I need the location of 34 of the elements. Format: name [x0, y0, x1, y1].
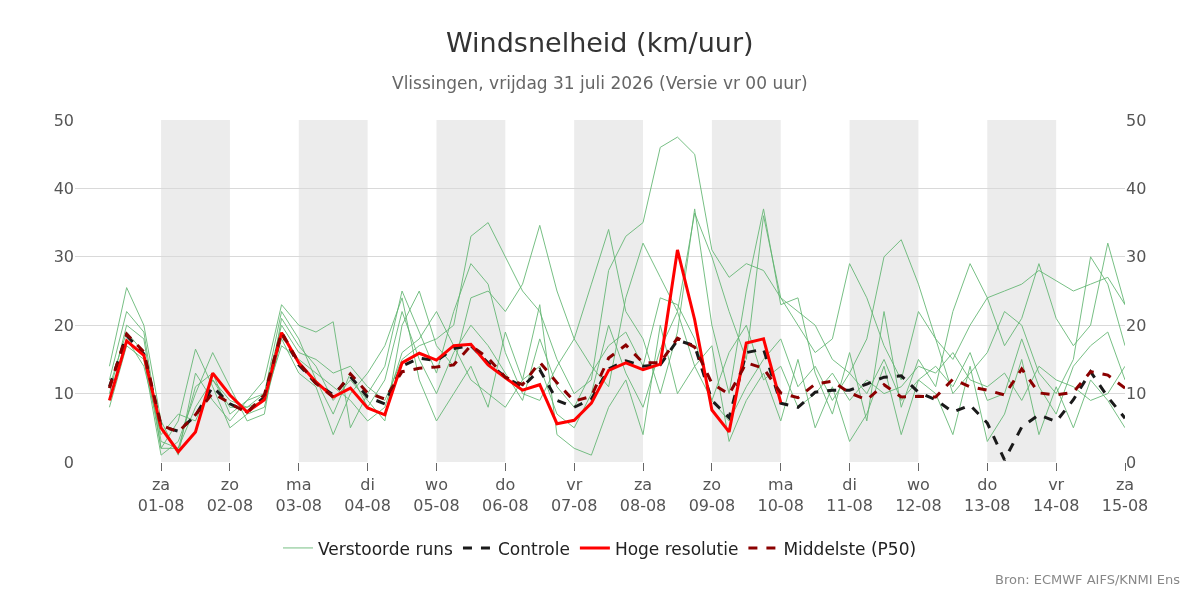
legend-label: Verstoorde runs [318, 538, 453, 559]
x-tick-label: zo 09-08 [688, 475, 736, 515]
x-tick-label: vr 07-08 [550, 475, 598, 515]
y2-tick-label: 40 [1126, 179, 1147, 198]
x-tick-label: za 15-08 [1101, 475, 1149, 515]
legend-label: Hoge resolutie [614, 538, 739, 559]
y2-tick-label: 10 [1126, 384, 1147, 404]
x-tick-label: ma 03-08 [275, 475, 323, 515]
y-tick-label: 30 [53, 247, 74, 267]
y-tick-label: 50 [53, 110, 74, 130]
x-tick-label: do 13-08 [964, 475, 1011, 515]
chart-title: Windsnelheid (km/uur) [446, 27, 754, 58]
legend-label: Controle [497, 538, 570, 559]
x-tick-label: wo 05-08 [413, 475, 460, 515]
x-tick-label: wo 12-08 [895, 475, 942, 515]
legend-label: Middelste (P50) [783, 538, 917, 559]
text: Bron: ECMWF AIFS/KNMI Ens [995, 572, 1181, 587]
y-tick-label: 10 [53, 384, 74, 404]
y2-tick-label: 20 [1126, 315, 1147, 335]
y2-tick-label: 0 [1126, 452, 1137, 472]
x-tick-label: za 08-08 [619, 475, 667, 515]
y-tick-label: 40 [53, 179, 74, 198]
x-tick-label: di 04-08 [344, 475, 391, 515]
chart-subtitle: Vlissingen, vrijdag 31 juli 2026 (Versie vr 00 uur) [392, 73, 808, 93]
x-tick-label: zo 02-08 [206, 475, 254, 515]
x-tick-label: do 06-08 [482, 475, 529, 515]
y2-tick-label: 50 [1126, 110, 1147, 130]
x-tick-label: di 11-08 [826, 475, 873, 515]
x-tick-label: vr 14-08 [1032, 475, 1080, 515]
y2-tick-label: 30 [1126, 247, 1147, 267]
x-tick-label: ma 10-08 [757, 475, 804, 515]
y-tick-label: 0 [63, 452, 74, 472]
x-tick-label: za 01-08 [137, 475, 185, 515]
y-tick-label: 20 [53, 315, 74, 335]
